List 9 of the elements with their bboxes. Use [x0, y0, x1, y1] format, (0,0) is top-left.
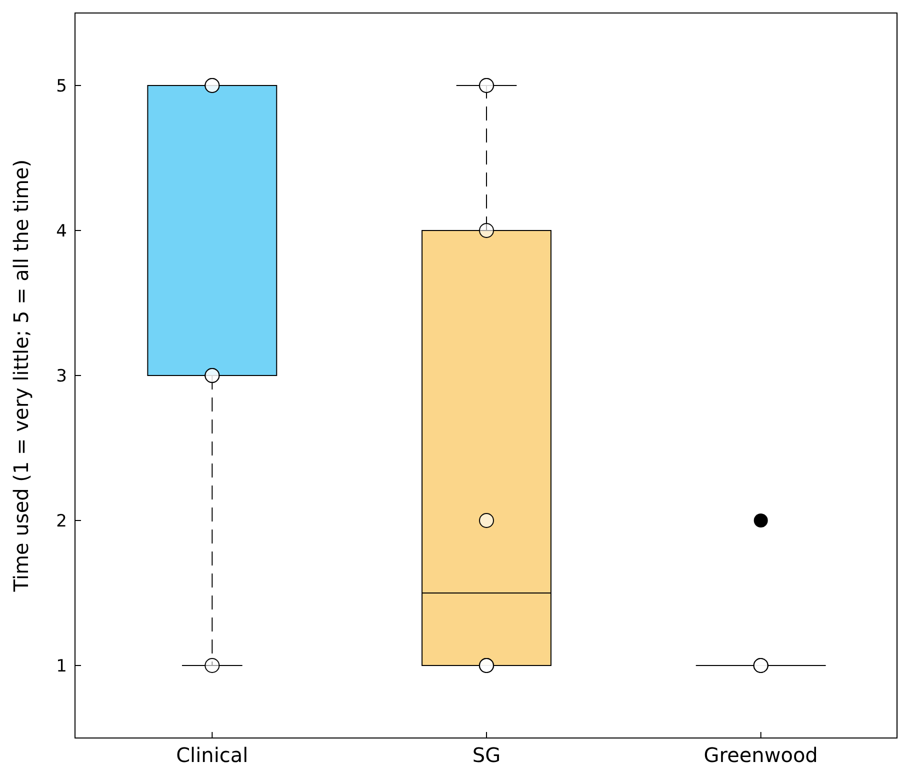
x-tick-label: Greenwood [704, 743, 818, 767]
y-axis-title: Time used (1 = very little; 5 = all the time) [9, 159, 33, 593]
x-tick-label: SG [472, 743, 501, 767]
y-tick-label: 4 [56, 221, 67, 242]
y-tick-label: 5 [56, 76, 67, 96]
x-tick-label: Clinical [176, 743, 248, 767]
y-tick-label: 3 [56, 366, 67, 386]
y-tick-label: 1 [56, 656, 67, 676]
y-tick-label: 2 [56, 511, 67, 532]
